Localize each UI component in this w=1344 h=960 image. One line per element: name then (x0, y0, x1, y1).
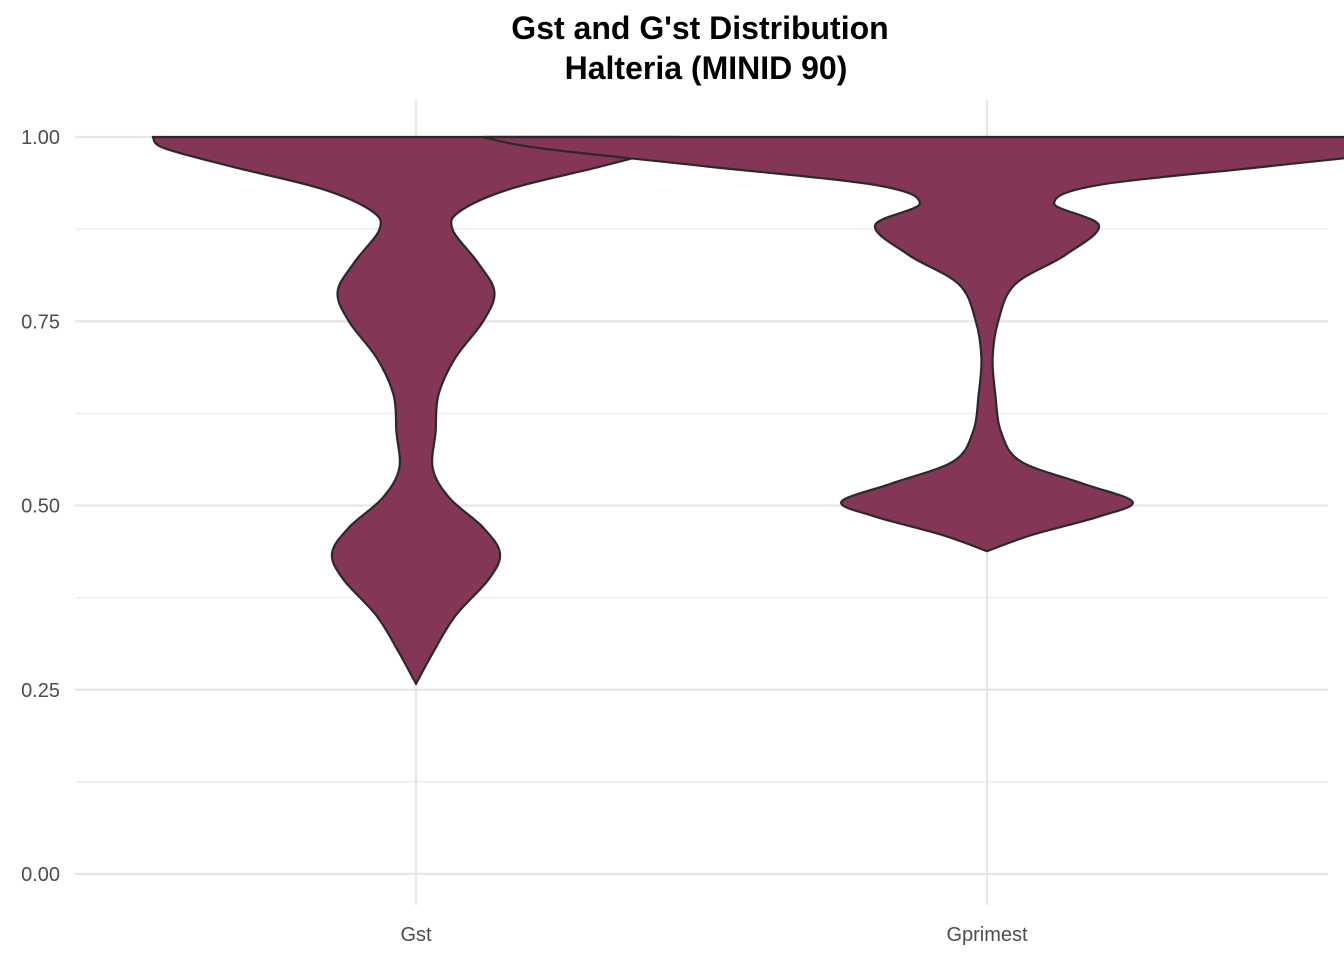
y-tick-label: 0.50 (21, 496, 60, 518)
x-tick-label: Gst (400, 924, 432, 946)
chart-title: Gst and G'st Distribution (511, 10, 888, 46)
grid-lines (75, 100, 1328, 905)
violins (151, 135, 1344, 685)
axis-labels: 0.00 0.25 0.50 0.75 1.00 Gst Gprimest (21, 127, 1028, 946)
y-tick-label: 0.00 (21, 864, 60, 886)
violin-gprimest (481, 135, 1344, 553)
y-tick-label: 1.00 (21, 127, 60, 149)
x-tick-label: Gprimest (946, 924, 1028, 946)
y-tick-label: 0.75 (21, 311, 60, 333)
chart-subtitle: Halteria (MINID 90) (565, 50, 848, 86)
y-tick-label: 0.25 (21, 680, 60, 702)
violin-gst (151, 135, 681, 685)
